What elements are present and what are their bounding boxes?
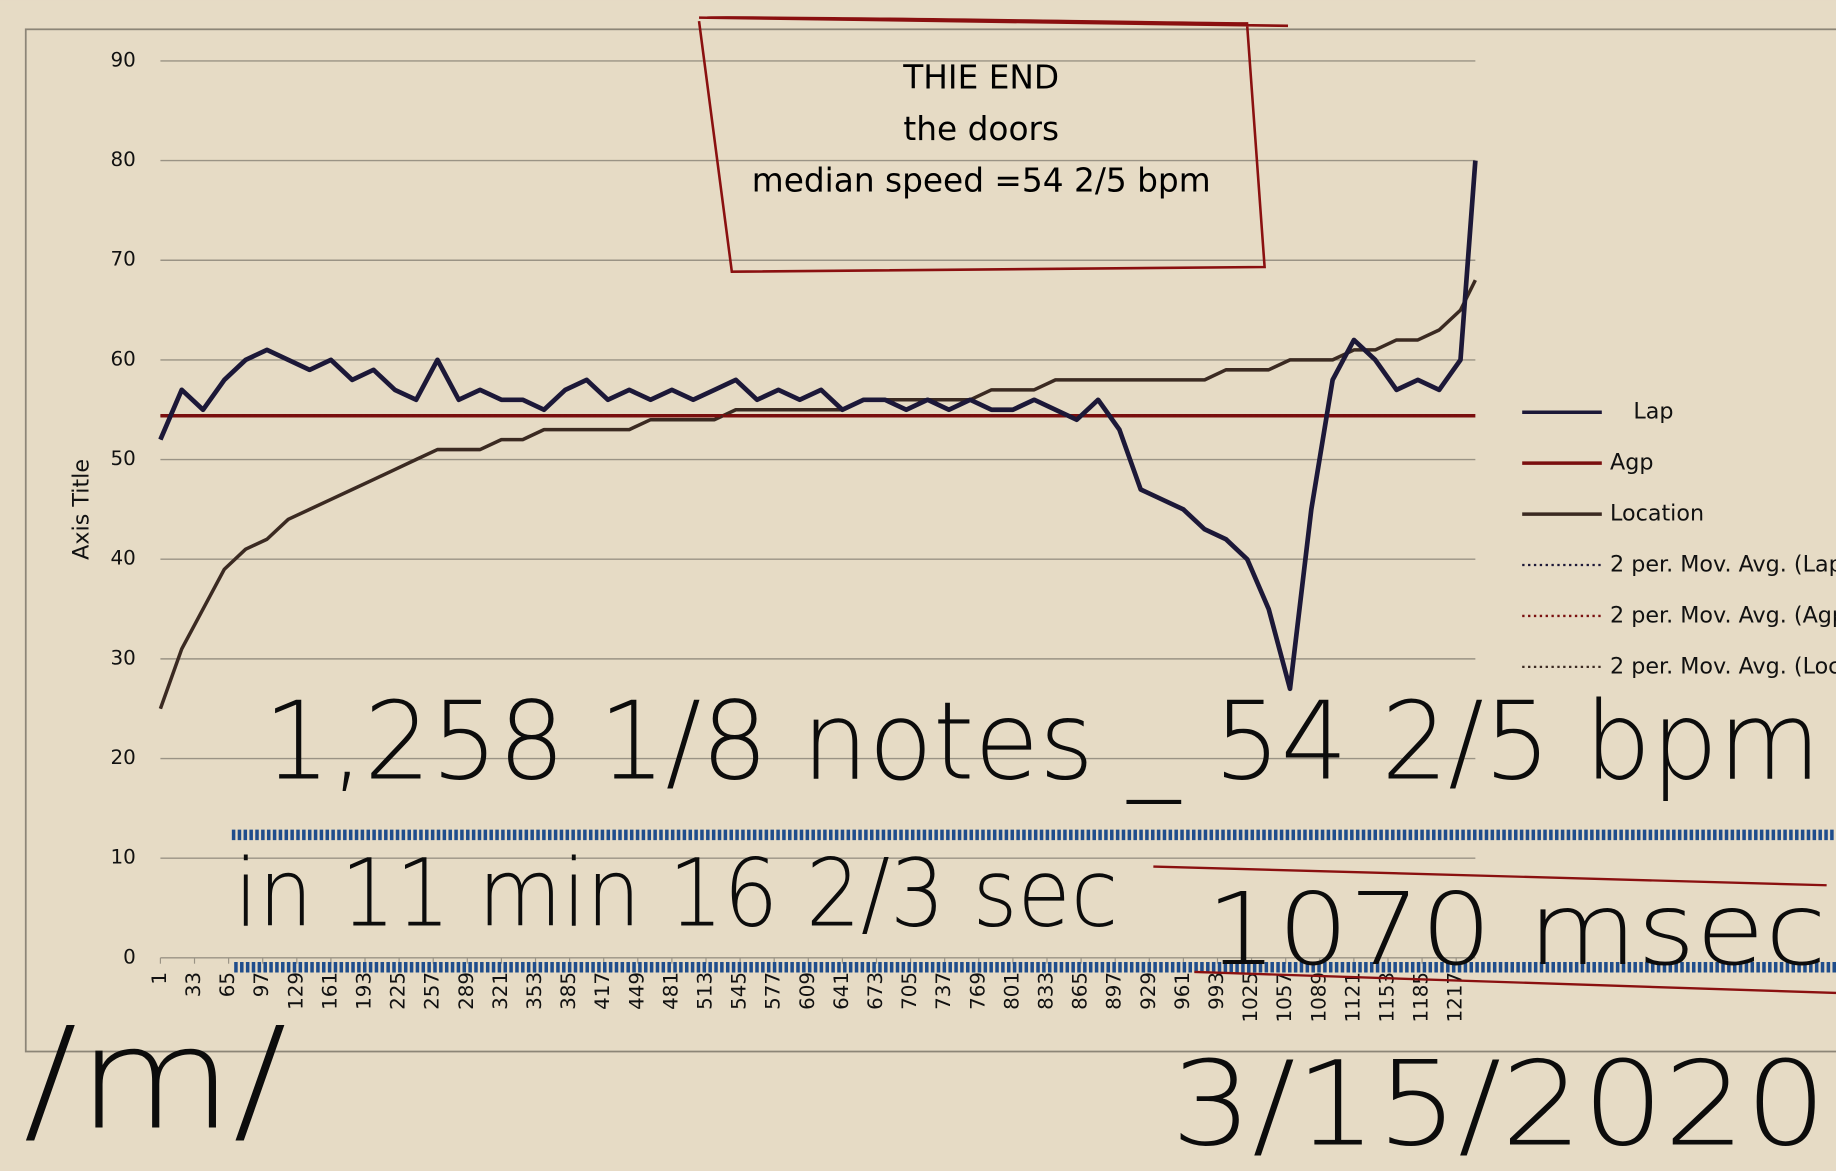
x-tick-label: 833	[1034, 972, 1057, 1010]
x-tick-label: 961	[1171, 972, 1194, 1010]
series-line	[159, 279, 1477, 709]
box-title-line: the doors	[903, 110, 1059, 148]
x-tick-label: 609	[796, 972, 819, 1010]
handwritten-note: 1070 msec	[1206, 873, 1827, 988]
series-line	[158, 160, 1478, 692]
x-tick-label: 929	[1137, 972, 1160, 1010]
x-tick-label: 865	[1069, 972, 1092, 1010]
handwritten-note: 3/15/2020	[1171, 1036, 1827, 1171]
x-tick-label: 321	[489, 972, 512, 1010]
x-tick-label: 289	[455, 972, 478, 1010]
x-tick-label: 385	[557, 972, 580, 1010]
handwritten-note: /m/	[23, 998, 286, 1161]
handwritten-note: 1,258 1/8 notes _ 54 2/5 bpm	[263, 680, 1820, 805]
handwritten-note: in 11 min 16 2/3 sec	[234, 839, 1118, 948]
x-tick-label: 1217	[1444, 972, 1467, 1023]
x-tick-label: 1	[148, 972, 171, 985]
y-tick-label: 70	[111, 248, 136, 271]
y-tick-label: 90	[111, 48, 136, 71]
box-title-line: median speed =54 2/5 bpm	[752, 162, 1211, 200]
y-tick-label: 10	[111, 846, 136, 869]
x-tick-label: 545	[728, 972, 751, 1010]
y-tick-label: 50	[111, 447, 136, 470]
x-tick-label: 705	[898, 972, 921, 1010]
x-tick-label: 1057	[1273, 972, 1296, 1023]
grid: 0 10 20 30 40 50 60 70 80 90 1 33 65 97 129 161 193 225 25…	[111, 48, 1476, 1023]
y-tick-label: 60	[111, 347, 136, 370]
y-tick-label: 20	[111, 746, 136, 769]
x-tick-label: 1025	[1239, 972, 1262, 1023]
x-tick-label: 481	[659, 972, 682, 1010]
x-tick-label: 673	[864, 972, 887, 1010]
y-tick-label: 80	[111, 148, 136, 171]
x-tick-label: 769	[966, 972, 989, 1010]
legend-label: Lap	[1633, 399, 1673, 425]
x-tick-label: 577	[762, 972, 785, 1010]
y-tick-label: 40	[111, 547, 136, 570]
x-tick-label: 417	[591, 972, 614, 1010]
x-tick-label: 897	[1103, 972, 1126, 1010]
x-tick-label: 1121	[1341, 972, 1364, 1023]
x-tick-label: 1153	[1375, 972, 1398, 1023]
x-tick-label: 33	[182, 972, 205, 997]
x-tick-label: 641	[830, 972, 853, 1010]
legend-label: Agp	[1610, 450, 1653, 476]
hand-drawn-box	[697, 16, 1289, 273]
x-tick-label: 993	[1205, 972, 1228, 1010]
x-tick-label: 225	[387, 972, 410, 1010]
y-axis-title: Axis Title	[68, 459, 94, 560]
y-tick-label: 0	[123, 945, 136, 968]
x-tick-label: 97	[250, 972, 273, 997]
x-tick-label: 1185	[1410, 972, 1433, 1023]
legend: Lap Agp Location 2 per. Mov. Avg. (Lap) 2 pe…	[1522, 399, 1836, 679]
red-scribble	[1153, 865, 1836, 995]
x-tick-label: 449	[625, 972, 648, 1010]
x-tick-label: 513	[693, 972, 716, 1010]
x-tick-label: 801	[1000, 972, 1023, 1010]
plot-area	[158, 160, 1478, 710]
legend-label: 2 per. Mov. Avg. (Lap)	[1610, 552, 1836, 578]
chart-border	[24, 28, 1836, 1053]
x-tick-label: 737	[932, 972, 955, 1010]
legend-label: 2 per. Mov. Avg. (Agp)	[1610, 602, 1836, 628]
x-tick-label: 353	[523, 972, 546, 1010]
x-tick-label: 257	[421, 972, 444, 1010]
x-tick-label: 161	[318, 972, 341, 1010]
box-title-line: THIE END	[902, 59, 1059, 97]
x-tick-label: 129	[284, 972, 307, 1010]
legend-label: 2 per. Mov. Avg. (Location)	[1610, 653, 1836, 679]
x-tick-label: 193	[353, 972, 376, 1010]
legend-label: Location	[1610, 501, 1704, 527]
y-tick-label: 30	[111, 646, 136, 669]
x-tick-label: 1089	[1307, 972, 1330, 1023]
x-tick-label: 65	[216, 972, 239, 997]
